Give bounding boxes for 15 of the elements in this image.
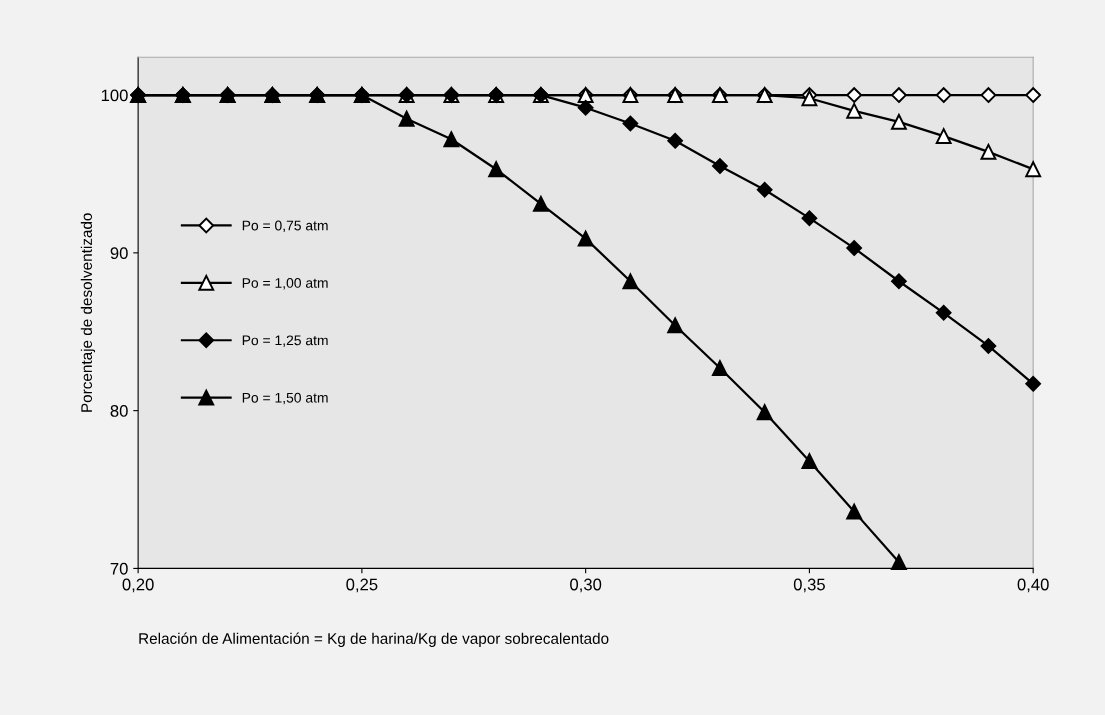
x-tick-label: 0,20 — [122, 578, 154, 593]
x-tick-label: 0,30 — [570, 578, 602, 593]
legend-label: Po = 0,75 atm — [242, 220, 328, 233]
x-tick-label: 0,35 — [793, 578, 825, 593]
x-axis-title: Relación de Alimentación = Kg de harina/Kg de vapor sobrecalentado — [139, 632, 609, 647]
legend-label: Po = 1,50 atm — [242, 392, 328, 405]
legend-label: Po = 1,25 atm — [242, 335, 328, 347]
x-tick-label: 0,40 — [1017, 578, 1049, 593]
y-tick-label: 80 — [110, 405, 128, 417]
y-tick-label: 100 — [101, 89, 128, 102]
y-tick-label: 70 — [110, 562, 128, 575]
y-axis-title: Porcentaje de desolventizado — [80, 213, 96, 412]
x-tick-label: 0,25 — [346, 578, 378, 593]
y-tick-label: 90 — [110, 247, 128, 260]
legend-label: Po = 1,00 atm — [242, 278, 328, 290]
